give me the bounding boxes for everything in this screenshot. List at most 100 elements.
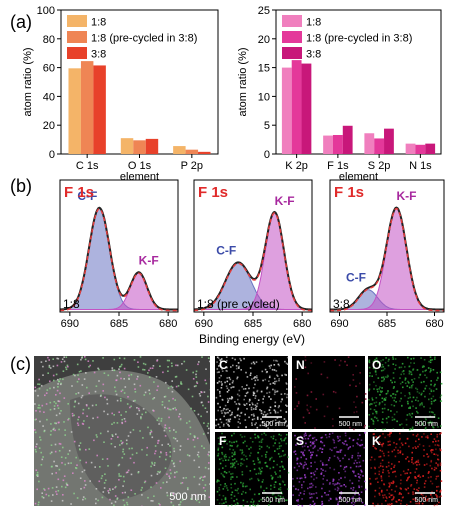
map-pixel [259, 409, 261, 411]
map-pixel [302, 438, 304, 440]
map-pixel [257, 457, 259, 459]
map-pixel [220, 457, 223, 460]
map-pixel [430, 461, 432, 463]
map-pixel [103, 487, 106, 489]
map-pixel [377, 390, 379, 393]
map-pixel [166, 481, 168, 483]
map-pixel [120, 440, 122, 442]
map-pixel [167, 407, 169, 410]
map-pixel [246, 376, 249, 378]
map-pixel [424, 370, 427, 372]
map-pixel [249, 404, 251, 406]
map-pixel [241, 458, 244, 460]
map-pixel [207, 467, 210, 470]
map-pixel [392, 356, 394, 358]
map-pixel [74, 374, 76, 377]
map-pixel [426, 453, 428, 455]
map-pixel [237, 426, 240, 428]
map-pixel [415, 435, 418, 437]
map-pixel [256, 375, 258, 377]
map-pixel [204, 495, 206, 497]
map-pixel [351, 497, 353, 500]
map-pixel [383, 378, 385, 380]
map-pixel [110, 502, 113, 505]
map-pixel [266, 445, 269, 448]
map-pixel [201, 391, 203, 394]
map-pixel [402, 427, 404, 430]
map-pixel [76, 464, 78, 466]
map-pixel [253, 428, 256, 431]
map-pixel [112, 488, 114, 490]
map-pixel [440, 382, 443, 385]
map-pixel [274, 401, 277, 404]
legend-label: 1:8 (pre-cycled in 3:8) [91, 33, 197, 45]
panel-label-b: (b) [10, 176, 32, 196]
map-pixel [233, 432, 235, 435]
map-pixel [390, 494, 392, 497]
map-pixel [399, 400, 401, 402]
map-pixel [434, 356, 436, 359]
map-pixel [259, 424, 262, 427]
map-pixel [175, 408, 177, 411]
map-pixel [432, 426, 435, 429]
map-pixel [197, 413, 200, 416]
map-pixel [411, 458, 413, 461]
map-pixel [160, 451, 162, 453]
map-pixel [216, 479, 219, 482]
y-tick-label: 20 [43, 120, 55, 132]
map-pixel [179, 449, 181, 451]
y-tick-label: 10 [258, 91, 270, 103]
bar [198, 151, 211, 154]
map-pixel [408, 445, 410, 448]
map-pixel [34, 418, 36, 421]
map-pixel [382, 366, 385, 368]
map-pixel [404, 488, 407, 490]
map-pixel [106, 458, 109, 460]
map-pixel [409, 428, 412, 430]
map-pixel [340, 485, 343, 487]
map-pixel [119, 366, 121, 368]
map-pixel [391, 419, 394, 421]
map-pixel [430, 383, 432, 386]
map-pixel [236, 393, 239, 396]
map-pixel [126, 503, 129, 506]
map-pixel [249, 470, 252, 472]
map-pixel [302, 467, 305, 469]
map-pixel [265, 451, 268, 453]
map-pixel [95, 385, 98, 387]
map-pixel [238, 389, 241, 392]
map-pixel [394, 470, 396, 473]
map-pixel [232, 380, 234, 382]
map-pixel [98, 380, 100, 382]
x-tick-label: P 2p [181, 160, 203, 172]
map-pixel [404, 377, 407, 380]
map-pixel [50, 423, 52, 425]
map-pixel [357, 454, 359, 457]
map-pixel [399, 424, 401, 426]
map-pixel [416, 464, 418, 466]
map-pixel [284, 360, 286, 363]
map-pixel [225, 456, 227, 458]
legend-label: 3:8 [91, 49, 106, 61]
map-pixel [347, 447, 350, 449]
map-pixel [269, 383, 272, 385]
y-axis-label: atom ratio (%) [22, 47, 34, 116]
map-pixel [429, 361, 432, 364]
map-pixel [187, 388, 190, 391]
map-pixel [39, 407, 41, 409]
map-pixel [394, 381, 396, 383]
map-pixel [148, 376, 151, 378]
map-pixel [178, 413, 181, 415]
map-pixel [386, 374, 389, 377]
map-pixel [49, 387, 51, 390]
map-pixel [259, 472, 262, 475]
map-pixel [381, 380, 383, 382]
map-pixel [387, 454, 390, 457]
map-pixel [72, 472, 74, 474]
bar [415, 144, 426, 154]
map-pixel [49, 401, 52, 404]
map-pixel [93, 439, 95, 442]
map-pixel [270, 398, 272, 400]
map-pixel [278, 447, 281, 450]
map-pixel [431, 467, 433, 470]
